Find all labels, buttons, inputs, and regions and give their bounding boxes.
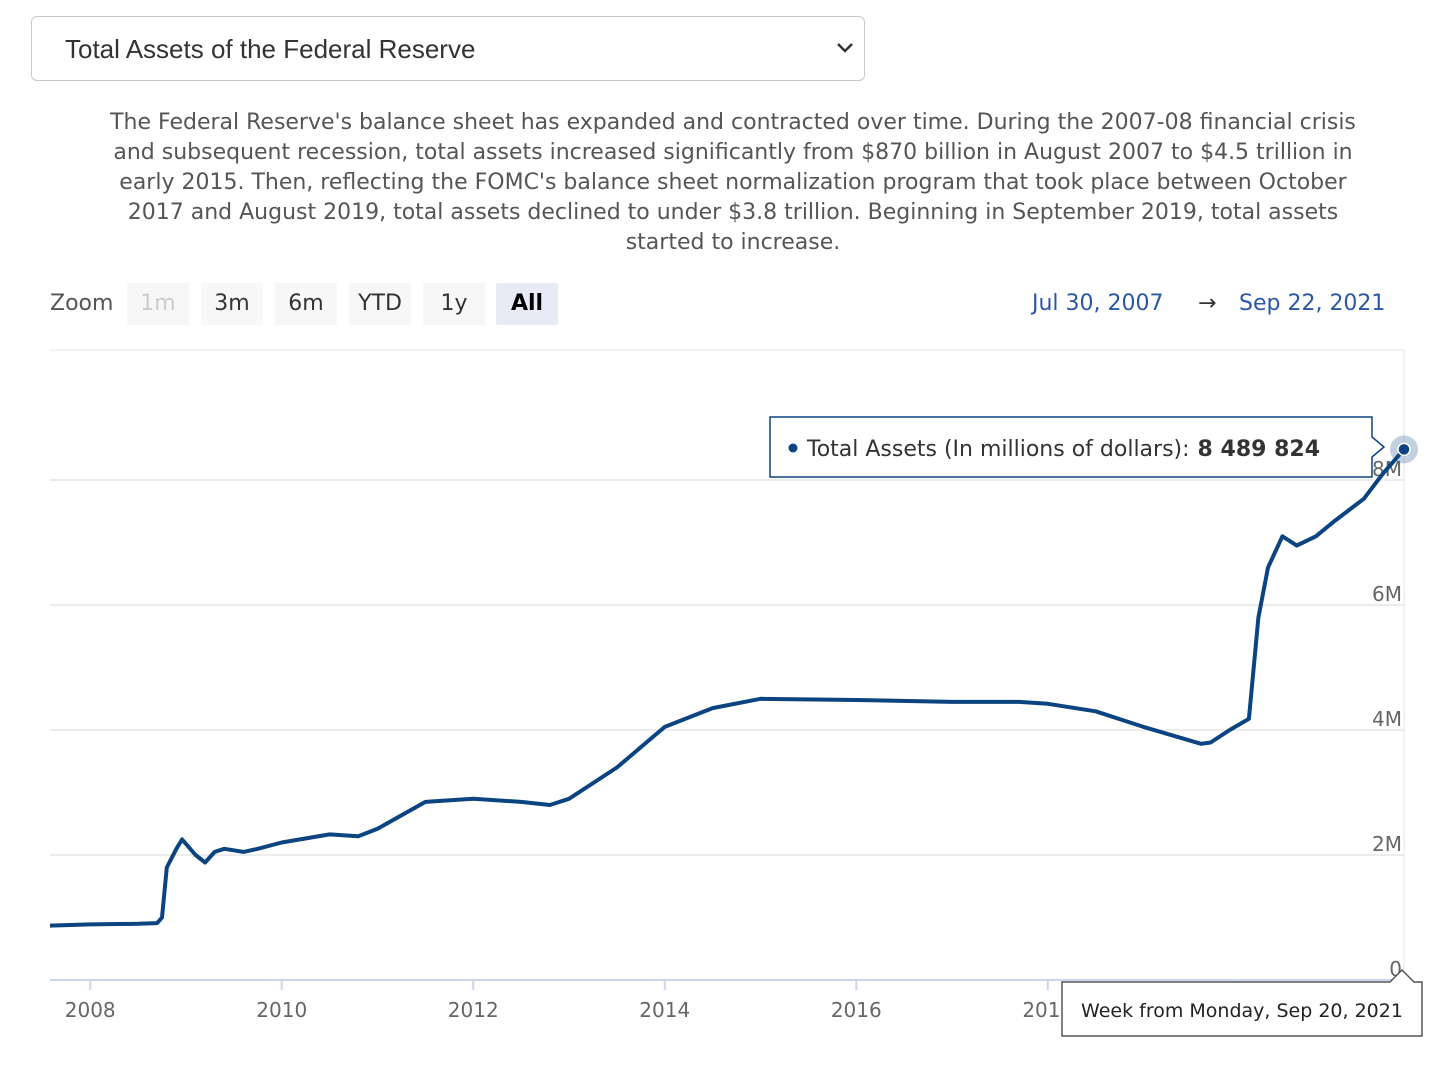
- range-arrow: →: [1198, 291, 1217, 316]
- range-from[interactable]: Jul 30, 2007: [1032, 291, 1164, 316]
- description: The Federal Reserve's balance sheet has …: [110, 110, 1356, 255]
- dropdown-arrow: [837, 43, 853, 53]
- zoom-button[interactable]: 1m: [127, 283, 189, 325]
- x-tick-label: 2014: [639, 998, 690, 1022]
- x-tick-label: 2020: [1214, 998, 1265, 1022]
- zoom-button[interactable]: 6m: [275, 283, 337, 325]
- range-to[interactable]: Sep 22, 2021: [1239, 291, 1386, 316]
- tooltip-dot: [788, 443, 798, 453]
- x-tick-label: 2010: [256, 998, 307, 1022]
- hover-point: [1397, 442, 1411, 457]
- zoom-label: Zoom: [50, 291, 114, 316]
- tooltip-box: [769, 416, 1386, 478]
- date-label: Week from Monday, Sep 20, 2021: [1081, 1000, 1403, 1022]
- tooltip-text: Total Assets (In millions of dollars): 8 …: [806, 437, 1320, 462]
- hover-halo: [1390, 435, 1418, 464]
- y-tick-label: 2M: [1372, 832, 1402, 856]
- y-tick-label: 4M: [1372, 707, 1402, 731]
- date-tooltip: Week from Monday, Sep 20, 2021: [1061, 968, 1423, 1037]
- dropdown-label: Total Assets of the Federal Reserve: [65, 34, 476, 64]
- value-tooltip: Total Assets (In millions of dollars): 8 …: [769, 416, 1386, 478]
- y-tick-label: 6M: [1372, 582, 1402, 606]
- zoom-button[interactable]: 1y: [423, 283, 485, 325]
- tooltip-value: 8 489 824: [1198, 437, 1320, 462]
- series-dropdown[interactable]: Total Assets of the Federal Reserve: [31, 16, 865, 81]
- y-tick-label: 0: [1389, 957, 1402, 981]
- x-tick-label: 2012: [448, 998, 499, 1022]
- y-tick-label: 8M: [1372, 457, 1402, 481]
- zoom-button[interactable]: 3m: [201, 283, 263, 325]
- series-line: [49, 448, 1406, 928]
- zoom-button[interactable]: All: [496, 283, 558, 325]
- zoom-button[interactable]: YTD: [349, 283, 411, 325]
- date-box: [1061, 968, 1423, 1037]
- tooltip-label: Total Assets (In millions of dollars):: [806, 437, 1190, 462]
- x-tick-label: 2016: [831, 998, 882, 1022]
- x-tick-label: 2018: [1022, 998, 1073, 1022]
- x-tick-label: 2008: [65, 998, 116, 1022]
